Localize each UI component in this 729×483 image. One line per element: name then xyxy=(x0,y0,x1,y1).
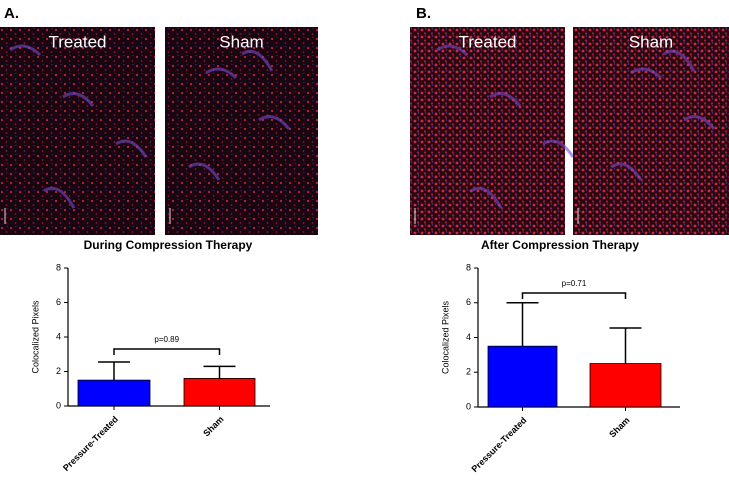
bar xyxy=(77,379,151,407)
chart-title: During Compression Therapy xyxy=(84,238,253,252)
image-label: Treated xyxy=(459,32,517,51)
panel-label: A. xyxy=(4,5,19,22)
annotation: p=0.71 xyxy=(562,279,587,288)
y-tick-label: 8 xyxy=(56,262,61,272)
error-bar xyxy=(506,302,539,347)
y-tick-label: 0 xyxy=(56,400,61,410)
micrograph xyxy=(410,27,565,235)
image-label: Treated xyxy=(49,32,107,51)
bar xyxy=(487,345,558,408)
micrograph xyxy=(165,27,318,235)
image-label: Sham xyxy=(219,32,263,51)
stain xyxy=(630,67,663,80)
x-tick-label: Sham xyxy=(201,414,225,438)
stain xyxy=(241,49,274,72)
stain xyxy=(205,67,238,80)
error-bar xyxy=(203,365,236,379)
y-tick-label: 6 xyxy=(466,297,471,307)
y-axis-label: Colocalized Pixels xyxy=(30,300,40,374)
stain xyxy=(62,92,95,107)
significance-bracket xyxy=(521,292,627,299)
panel-label: B. xyxy=(416,5,431,22)
image-label: Sham xyxy=(629,32,673,51)
y-tick-label: 4 xyxy=(56,331,61,341)
bar xyxy=(589,363,662,408)
y-tick-label: 6 xyxy=(56,297,61,307)
stain xyxy=(43,186,76,209)
y-tick-label: 2 xyxy=(56,366,61,376)
stain xyxy=(470,186,503,209)
stain xyxy=(683,115,716,130)
stain xyxy=(436,44,469,57)
micrograph xyxy=(0,27,155,235)
stain xyxy=(115,139,148,158)
stain xyxy=(489,92,522,107)
error-bar xyxy=(98,361,130,381)
stain xyxy=(9,44,42,57)
x-tick-label: Pressure-Treated xyxy=(61,414,120,473)
y-tick-label: 2 xyxy=(466,367,471,377)
micrograph xyxy=(573,27,729,235)
y-tick-label: 4 xyxy=(466,332,471,342)
annotation: p=0.89 xyxy=(154,335,179,344)
y-axis-label: Colocalized Pixels xyxy=(440,300,450,374)
significance-bracket xyxy=(113,348,221,355)
x-tick-label: Pressure-Treated xyxy=(470,415,529,474)
stain xyxy=(188,162,221,181)
stain xyxy=(663,49,696,72)
stain xyxy=(610,162,643,181)
stain xyxy=(542,139,575,158)
y-tick-label: 0 xyxy=(466,401,471,411)
bar xyxy=(183,377,256,407)
error-bar xyxy=(609,327,642,364)
stain xyxy=(258,115,291,130)
chart-title: After Compression Therapy xyxy=(481,238,639,252)
y-tick-label: 8 xyxy=(466,262,471,272)
x-tick-label: Sham xyxy=(607,415,631,439)
